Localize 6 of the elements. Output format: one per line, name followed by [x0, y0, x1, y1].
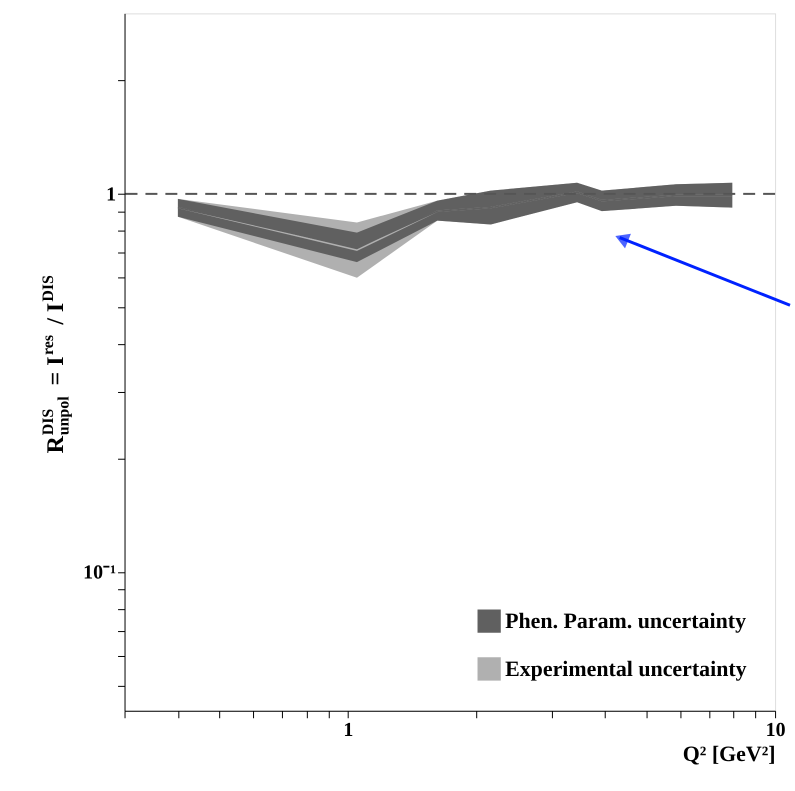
- x-tick-label: 10: [766, 719, 786, 742]
- legend-label: Experimental uncertainty: [505, 656, 747, 681]
- y-tick-label: 10⁻¹: [83, 562, 116, 584]
- legend-label: Phen. Param. uncertainty: [505, 608, 746, 634]
- x-axis-title: Q² [GeV²]: [682, 741, 776, 766]
- text: RunpolDIS = Ires / IDIS: [40, 275, 73, 454]
